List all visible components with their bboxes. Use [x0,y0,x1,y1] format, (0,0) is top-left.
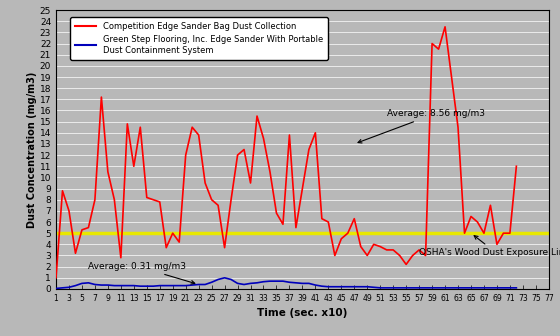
Text: Average: 8.56 mg/m3: Average: 8.56 mg/m3 [358,109,485,143]
Y-axis label: Dust Concentration (mg/m3): Dust Concentration (mg/m3) [27,71,37,228]
Text: Average: 0.31 mg/m3: Average: 0.31 mg/m3 [88,262,195,284]
Text: OSHA's Wood Dust Exposure Limit: OSHA's Wood Dust Exposure Limit [419,236,560,257]
Legend: Competition Edge Sander Bag Dust Collection, Green Step Flooring, Inc. Edge Sand: Competition Edge Sander Bag Dust Collect… [70,17,328,59]
X-axis label: Time (sec. x10): Time (sec. x10) [257,308,348,319]
